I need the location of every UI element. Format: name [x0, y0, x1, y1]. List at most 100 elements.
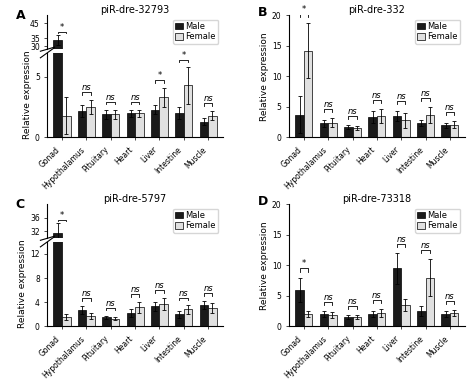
- Bar: [393, 116, 401, 137]
- Bar: [200, 305, 208, 326]
- Bar: [304, 314, 312, 326]
- Text: ns: ns: [396, 93, 406, 101]
- Bar: [54, 233, 62, 340]
- Bar: [102, 335, 111, 340]
- Bar: [344, 317, 353, 326]
- Text: *: *: [157, 71, 162, 80]
- Bar: [175, 314, 184, 326]
- Bar: [62, 335, 71, 340]
- Bar: [328, 315, 337, 326]
- Bar: [368, 117, 377, 137]
- Legend: Male, Female: Male, Female: [415, 20, 460, 44]
- Bar: [78, 111, 86, 137]
- Bar: [151, 306, 159, 326]
- Bar: [175, 113, 184, 137]
- Bar: [78, 89, 86, 92]
- Bar: [377, 116, 385, 137]
- Text: C: C: [16, 198, 25, 211]
- Bar: [135, 113, 144, 137]
- Text: ns: ns: [445, 292, 455, 301]
- Text: ns: ns: [348, 107, 357, 116]
- Legend: Male, Female: Male, Female: [173, 20, 219, 44]
- Bar: [441, 314, 450, 326]
- Bar: [319, 314, 328, 326]
- Bar: [441, 125, 450, 137]
- Bar: [200, 90, 208, 92]
- Text: ns: ns: [155, 281, 164, 290]
- Text: ns: ns: [348, 297, 357, 306]
- Bar: [401, 305, 410, 326]
- Bar: [102, 89, 111, 92]
- Bar: [304, 51, 312, 137]
- Legend: Male, Female: Male, Female: [173, 209, 219, 233]
- Bar: [319, 123, 328, 137]
- Text: ns: ns: [130, 93, 140, 102]
- Legend: Male, Female: Male, Female: [415, 209, 460, 233]
- Bar: [295, 290, 304, 326]
- Bar: [344, 127, 353, 137]
- Text: *: *: [182, 51, 186, 60]
- Bar: [62, 116, 71, 137]
- Bar: [208, 329, 217, 340]
- Bar: [151, 109, 159, 137]
- Bar: [54, 40, 62, 92]
- Bar: [200, 328, 208, 340]
- Bar: [184, 86, 192, 92]
- Title: piR-dre-332: piR-dre-332: [348, 5, 405, 15]
- Title: piR-dre-5797: piR-dre-5797: [103, 194, 167, 204]
- Bar: [78, 310, 86, 326]
- Bar: [62, 89, 71, 92]
- Bar: [135, 329, 144, 340]
- Text: ns: ns: [323, 100, 333, 109]
- Bar: [450, 313, 458, 326]
- Bar: [368, 314, 377, 326]
- Bar: [353, 317, 361, 326]
- Bar: [159, 98, 168, 137]
- Text: ns: ns: [82, 289, 91, 298]
- Bar: [86, 107, 95, 137]
- Bar: [159, 87, 168, 92]
- Text: *: *: [60, 211, 64, 220]
- Text: *: *: [302, 260, 306, 268]
- Bar: [328, 123, 337, 137]
- Y-axis label: Relative expression: Relative expression: [23, 51, 32, 139]
- Bar: [151, 329, 159, 340]
- Bar: [135, 89, 144, 92]
- Bar: [426, 115, 434, 137]
- Bar: [175, 333, 184, 340]
- Text: *: *: [60, 23, 64, 31]
- Bar: [86, 88, 95, 92]
- Text: ns: ns: [82, 83, 91, 92]
- Bar: [208, 89, 217, 92]
- Bar: [401, 120, 410, 137]
- Text: ns: ns: [396, 235, 406, 244]
- Bar: [102, 317, 111, 326]
- Text: ns: ns: [179, 289, 189, 298]
- Bar: [200, 122, 208, 137]
- Bar: [86, 316, 95, 326]
- Text: ns: ns: [372, 91, 382, 99]
- Title: piR-dre-73318: piR-dre-73318: [342, 194, 411, 204]
- Bar: [111, 319, 119, 326]
- Text: D: D: [258, 195, 268, 208]
- Text: ns: ns: [421, 89, 430, 98]
- Bar: [208, 116, 217, 137]
- Bar: [54, 0, 62, 137]
- Bar: [102, 114, 111, 137]
- Bar: [111, 114, 119, 137]
- Bar: [450, 124, 458, 137]
- Bar: [377, 313, 385, 326]
- Text: ns: ns: [130, 285, 140, 294]
- Bar: [159, 327, 168, 340]
- Text: ns: ns: [203, 285, 213, 293]
- Bar: [208, 308, 217, 326]
- Bar: [111, 335, 119, 340]
- Text: ns: ns: [106, 299, 116, 308]
- Y-axis label: Relative expression: Relative expression: [260, 221, 269, 310]
- Bar: [135, 307, 144, 326]
- Bar: [78, 331, 86, 340]
- Bar: [159, 304, 168, 326]
- Bar: [127, 89, 135, 92]
- Text: ns: ns: [106, 93, 116, 102]
- Bar: [151, 89, 159, 92]
